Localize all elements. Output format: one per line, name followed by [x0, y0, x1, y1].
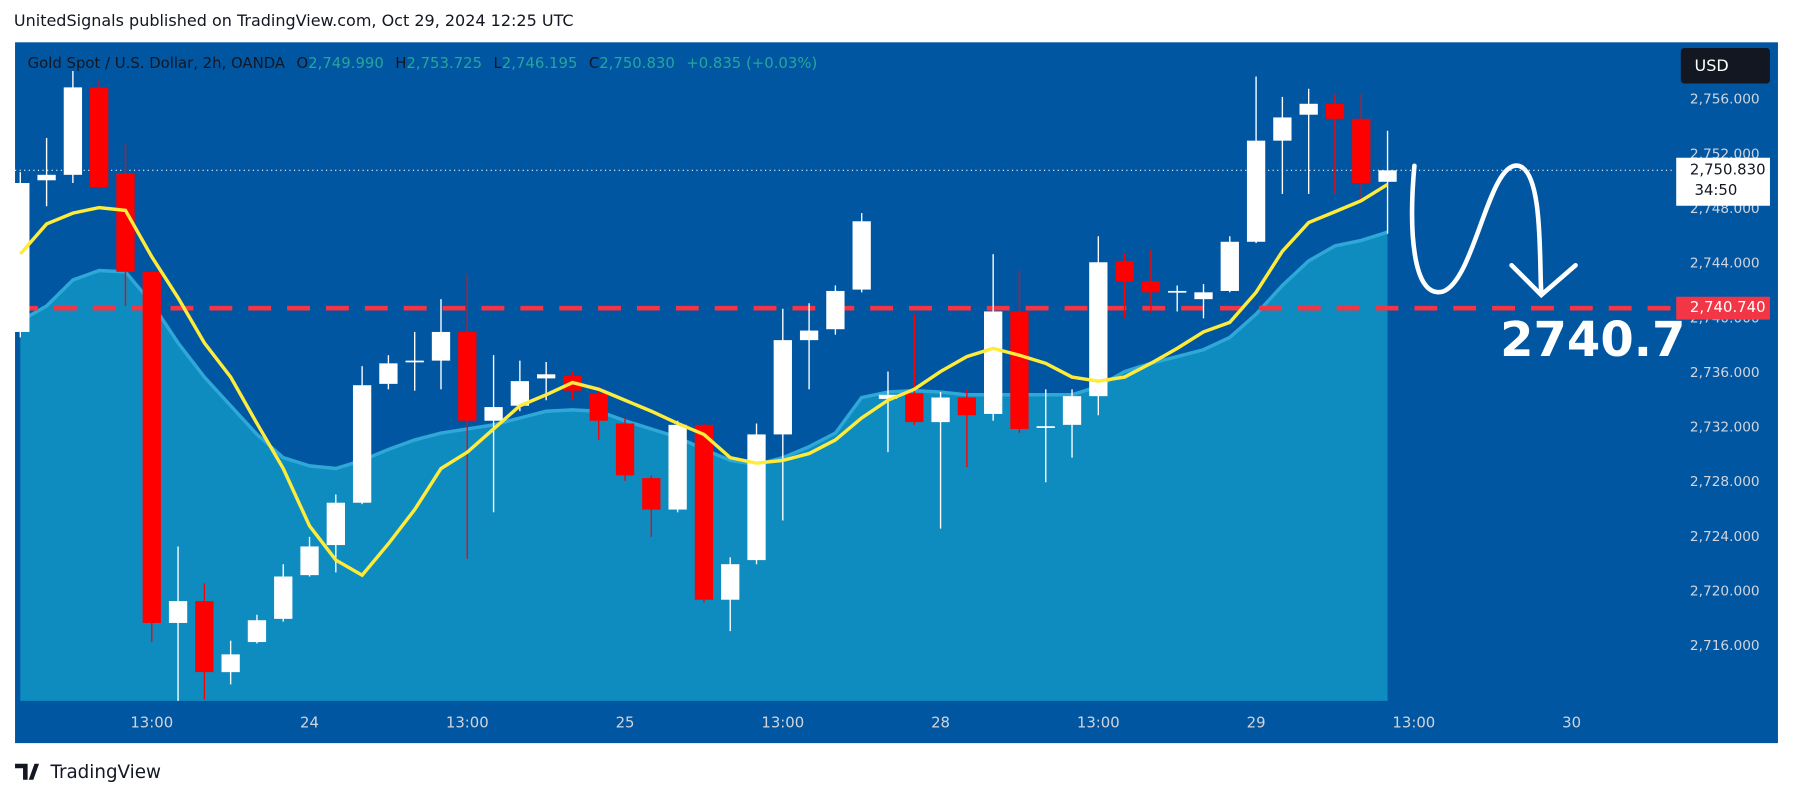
candle-body: [694, 424, 714, 600]
candle-body: [1115, 260, 1134, 282]
candle-body: [957, 397, 977, 416]
candle-body: [668, 424, 687, 510]
y-tick-label: 2,732.000: [1690, 420, 1760, 436]
candle-body: [747, 434, 766, 561]
candle-body: [931, 397, 950, 423]
candle-body: [431, 331, 451, 361]
candle-body: [458, 331, 477, 421]
candle-body: [195, 601, 214, 673]
currency: USD: [1695, 56, 1729, 75]
candle-body: [63, 87, 83, 175]
hand-drawn-arrow: [1409, 163, 1578, 299]
legend-key: H: [395, 54, 406, 72]
candle-body: [221, 654, 240, 673]
x-tick-label: 13:00: [1392, 714, 1435, 732]
candle-body: [326, 502, 345, 546]
y-tick-label: 2,728.000: [1690, 474, 1760, 490]
candle-body: [721, 564, 740, 600]
candle-body: [537, 374, 556, 379]
candle-body: [247, 620, 267, 643]
x-tick-label: 13:00: [1077, 714, 1120, 732]
candle-body: [379, 363, 398, 384]
candle-body: [90, 87, 109, 188]
legend-symbol: Gold Spot / U.S. Dollar, 2h, OANDA: [28, 54, 286, 72]
hline-label: 2,740.740: [1690, 298, 1766, 316]
y-tick-label: 2,716.000: [1690, 638, 1760, 654]
y-tick-label: 2,744.000: [1690, 256, 1760, 272]
last-price-box: [1676, 157, 1770, 206]
x-tick-label: 28: [931, 714, 950, 732]
x-tick-label: 13:00: [446, 714, 489, 732]
candle-body: [826, 290, 845, 330]
candle-body: [589, 393, 608, 421]
candle-body: [1141, 281, 1161, 293]
candle-body: [878, 394, 898, 399]
candle-body: [642, 478, 661, 510]
candle-body: [905, 393, 924, 423]
x-tick-label: 25: [616, 714, 635, 732]
legend-change: +0.835 (+0.03%): [686, 54, 817, 72]
candle-body: [615, 423, 635, 476]
legend-value: 2,749.990: [308, 54, 384, 72]
y-tick-label: 2,736.000: [1690, 365, 1760, 381]
candle-body: [984, 311, 1003, 414]
logo-mark: [15, 763, 40, 780]
candle-body: [1036, 426, 1055, 428]
candle-body: [142, 271, 161, 623]
candle-body: [1194, 292, 1213, 300]
candle-body: [1062, 396, 1082, 425]
candle-body: [1352, 118, 1371, 184]
candle-body: [484, 407, 503, 421]
candle-body: [1010, 311, 1029, 429]
candle-body: [37, 174, 56, 181]
legend-key: C: [589, 54, 599, 72]
candle-body: [116, 173, 135, 272]
x-tick-label: 13:00: [761, 714, 804, 732]
candle-body: [1220, 241, 1239, 291]
legend-key: L: [493, 54, 502, 72]
legend-value: 2,746.195: [502, 54, 578, 72]
candle-body: [168, 601, 188, 623]
candle-body: [1089, 262, 1108, 397]
candle-body: [1325, 103, 1345, 119]
legend-key: O: [296, 54, 308, 72]
candle-body: [1378, 170, 1397, 182]
legend-value: 2,750.830: [599, 54, 675, 72]
candle-body: [352, 385, 372, 503]
y-tick-label: 2,720.000: [1690, 584, 1760, 600]
candle-body: [1246, 140, 1266, 242]
x-tick-label: 13:00: [130, 714, 173, 732]
currency-button[interactable]: [1680, 48, 1770, 84]
y-tick-label: 2,724.000: [1690, 529, 1760, 545]
candle-body: [405, 360, 424, 363]
x-tick-label: 30: [1562, 714, 1581, 732]
candle-body: [1273, 117, 1292, 141]
footer: TradingView: [49, 762, 161, 783]
x-tick-label: 24: [300, 714, 319, 732]
y-tick-label: 2,756.000: [1690, 92, 1760, 108]
countdown: 34:50: [1695, 181, 1738, 199]
annotation: 2740.7: [1500, 312, 1685, 368]
candle-body: [510, 381, 530, 406]
header: UnitedSignals published on TradingView.c…: [14, 11, 574, 30]
candle-body: [773, 340, 792, 435]
candle-body: [1299, 103, 1318, 115]
logo: TradingView: [15, 762, 161, 783]
candle-body: [1168, 290, 1187, 293]
plot: [11, 70, 1672, 701]
candle-body: [300, 546, 319, 576]
average-line: [19, 182, 1389, 578]
last-price-label: 2,750.830: [1690, 160, 1766, 178]
legend: Gold Spot / U.S. Dollar, 2h, OANDA O2,749…: [28, 54, 818, 72]
candle-body: [852, 221, 871, 290]
hline-box: [1676, 296, 1770, 320]
x-tick-label: 29: [1247, 714, 1266, 732]
legend-value: 2,753.725: [406, 54, 482, 72]
candle-body: [11, 183, 30, 332]
candle-body: [274, 576, 293, 619]
candle-body: [799, 330, 819, 341]
